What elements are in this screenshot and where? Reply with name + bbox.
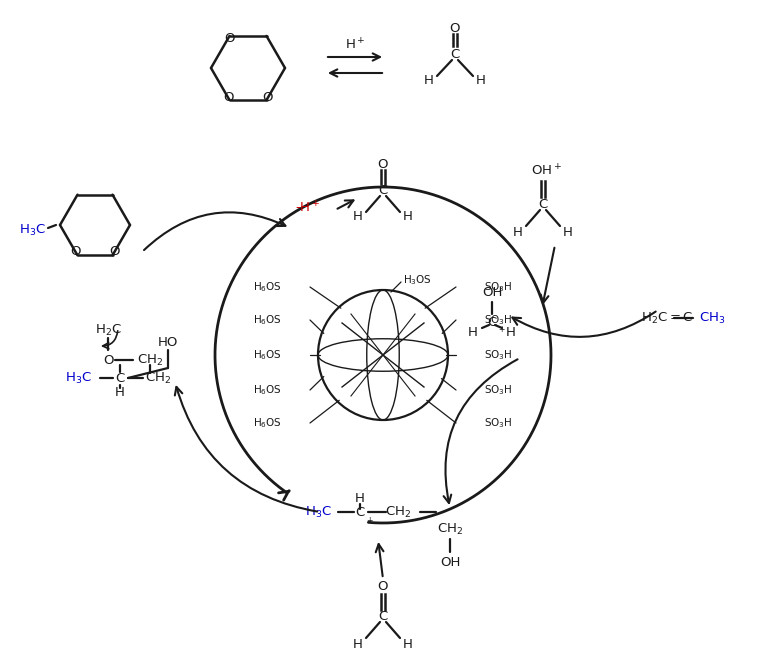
- Text: SO$_3$H: SO$_3$H: [484, 383, 512, 397]
- Text: OH: OH: [440, 556, 460, 568]
- Text: C: C: [356, 506, 365, 518]
- Text: O: O: [378, 157, 389, 171]
- Text: -H$^+$: -H$^+$: [295, 200, 321, 215]
- Text: H: H: [353, 638, 363, 652]
- Text: H: H: [513, 227, 523, 239]
- Text: H$_3$C: H$_3$C: [305, 504, 332, 520]
- Text: H$^+$: H$^+$: [345, 37, 366, 53]
- Text: SO$_3$H: SO$_3$H: [484, 280, 512, 294]
- Text: H$_2$C$=$C: H$_2$C$=$C: [641, 310, 694, 325]
- Text: SO$_3$H: SO$_3$H: [484, 416, 512, 430]
- Text: H$_6$OS: H$_6$OS: [253, 313, 282, 327]
- Text: SO$_3$H: SO$_3$H: [484, 348, 512, 362]
- Text: CH$_2$: CH$_2$: [137, 352, 163, 368]
- Text: OH: OH: [482, 287, 502, 299]
- Text: H$_3$C: H$_3$C: [65, 370, 91, 386]
- Text: O: O: [378, 580, 389, 594]
- Text: H: H: [353, 211, 363, 223]
- Text: C: C: [379, 610, 388, 624]
- Text: $^+$: $^+$: [498, 325, 507, 335]
- Text: H$_2$C: H$_2$C: [94, 322, 121, 338]
- Text: SO$_3$H: SO$_3$H: [484, 313, 512, 327]
- Text: OH$^+$: OH$^+$: [531, 163, 562, 179]
- Text: H: H: [506, 327, 516, 340]
- Text: C: C: [488, 315, 497, 329]
- Text: HO: HO: [157, 336, 178, 348]
- Text: C: C: [379, 185, 388, 197]
- Text: H$_6$OS: H$_6$OS: [253, 280, 282, 294]
- Text: H$_6$OS: H$_6$OS: [253, 383, 282, 397]
- Text: H: H: [476, 75, 486, 87]
- Text: H$_6$OS: H$_6$OS: [253, 416, 282, 430]
- Text: CH$_2$: CH$_2$: [385, 504, 411, 520]
- Text: $^+$: $^+$: [366, 516, 375, 526]
- Text: H$_3$C: H$_3$C: [18, 223, 45, 237]
- Text: CH$_2$: CH$_2$: [437, 522, 463, 536]
- Text: O: O: [450, 21, 460, 35]
- Text: H$_3$OS: H$_3$OS: [403, 273, 432, 287]
- Text: O: O: [109, 245, 120, 258]
- Text: H: H: [355, 492, 365, 506]
- Text: C: C: [538, 199, 548, 211]
- Text: H: H: [115, 386, 125, 398]
- Text: H: H: [403, 638, 413, 652]
- Text: O: O: [70, 245, 81, 258]
- Text: CH$_2$: CH$_2$: [145, 370, 171, 386]
- Text: O: O: [223, 91, 233, 103]
- Text: O: O: [224, 33, 235, 45]
- Text: O: O: [262, 91, 273, 103]
- Text: C: C: [450, 49, 459, 61]
- Text: CH$_3$: CH$_3$: [699, 310, 725, 325]
- Text: H: H: [563, 227, 573, 239]
- Text: H: H: [468, 327, 478, 340]
- Text: H$_6$OS: H$_6$OS: [253, 348, 282, 362]
- Text: C: C: [115, 372, 124, 384]
- Text: O: O: [103, 354, 113, 366]
- Text: H: H: [424, 75, 434, 87]
- Text: H: H: [403, 211, 413, 223]
